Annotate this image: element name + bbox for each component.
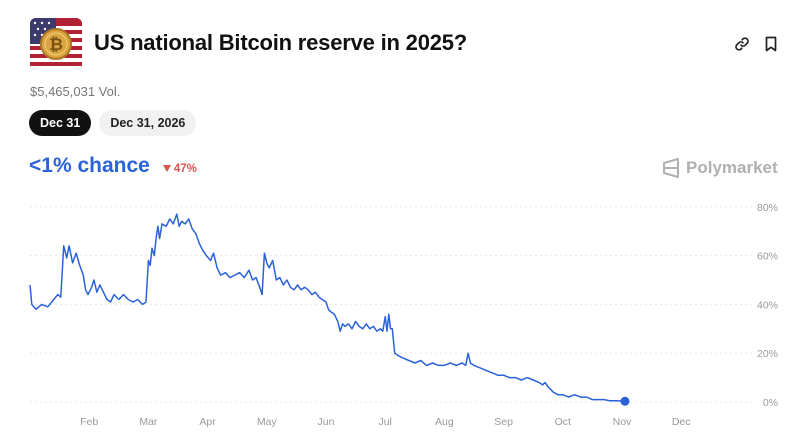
x-axis-labels: Feb Mar Apr May Jun Jul Aug Sep Oct Nov Dec [80, 416, 690, 428]
x-tick-label: Aug [435, 416, 454, 428]
price-chart[interactable]: 80% 60% 40% 20% 0% Feb Mar Apr May Jun Jul Aug Sep O… [0, 195, 800, 439]
tab-dec-31-2026[interactable]: Dec 31, 2026 [99, 110, 197, 136]
bookmark-icon [765, 36, 777, 52]
x-tick-label: Nov [613, 416, 632, 428]
y-tick-label: 20% [757, 348, 778, 360]
polymarket-brand-name: Polymarket [686, 158, 778, 177]
x-tick-label: Jul [378, 416, 391, 428]
svg-text:₿: ₿ [49, 35, 63, 55]
market-header: ₿ US national Bitcoin reserve in 2025? [30, 18, 780, 72]
x-tick-label: Dec [672, 416, 691, 428]
x-tick-label: May [257, 416, 278, 428]
tab-dec-31[interactable]: Dec 31 [29, 110, 92, 136]
y-tick-label: 0% [763, 397, 778, 409]
series-line [29, 213, 626, 403]
copy-link-button[interactable] [732, 34, 752, 54]
chart-grid [30, 206, 752, 403]
polymarket-logo: Polymarket [662, 158, 778, 178]
bookmark-button[interactable] [761, 34, 781, 54]
x-tick-label: Mar [139, 416, 158, 428]
market-title: US national Bitcoin reserve in 2025? [94, 30, 468, 55]
link-icon [735, 37, 749, 51]
y-tick-label: 40% [757, 299, 778, 311]
polymarket-logo-icon [663, 158, 679, 178]
chance-text: <1% chance [29, 154, 150, 177]
x-tick-label: Jun [318, 416, 335, 428]
us-flag-bitcoin-icon: ₿ [30, 18, 82, 70]
y-tick-label: 80% [757, 202, 778, 214]
caret-down-icon [162, 165, 171, 172]
series-end-point [620, 396, 630, 406]
x-tick-label: Apr [199, 416, 216, 428]
probability-row: <1% chance 47% [29, 154, 197, 178]
x-tick-label: Oct [555, 416, 571, 428]
delta-badge: 47% [162, 162, 197, 175]
volume-text: $5,465,031 Vol. [30, 84, 121, 99]
date-tabs: Dec 31 Dec 31, 2026 [29, 110, 197, 136]
x-tick-label: Feb [80, 416, 98, 428]
y-tick-label: 60% [757, 251, 778, 263]
y-axis-labels: 80% 60% 40% 20% 0% [757, 202, 778, 409]
x-tick-label: Sep [494, 416, 513, 428]
delta-value: 47% [173, 162, 197, 175]
